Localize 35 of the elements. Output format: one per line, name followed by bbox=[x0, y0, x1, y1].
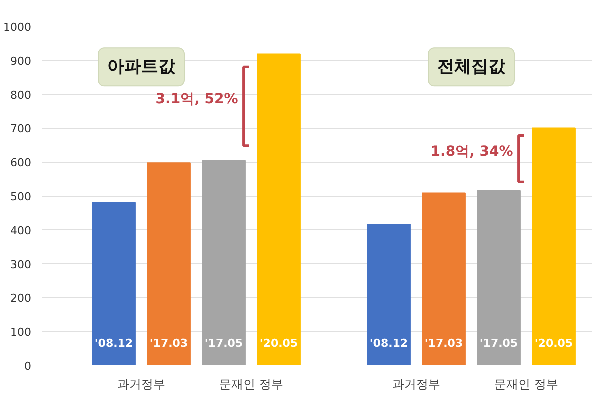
y-tick-label: 1000 bbox=[4, 21, 32, 34]
text: 과거정부 bbox=[118, 378, 166, 392]
y-tick-label: 800 bbox=[10, 88, 32, 102]
x-tick-label: '17.05 bbox=[480, 337, 518, 350]
y-tick-label: 300 bbox=[10, 258, 32, 272]
bar bbox=[257, 54, 301, 366]
text: 과거정부 bbox=[392, 378, 440, 392]
y-tick-label: 600 bbox=[10, 156, 32, 170]
bar bbox=[422, 192, 466, 366]
bar bbox=[532, 128, 576, 366]
bar bbox=[477, 190, 521, 366]
x-tick-label: '08.12 bbox=[94, 337, 134, 350]
bar bbox=[92, 202, 136, 366]
annotation: 1.8억, 34% bbox=[430, 144, 514, 160]
annotation: 아파트값 bbox=[108, 57, 176, 78]
y-tick-label: 200 bbox=[10, 292, 32, 306]
x-tick-label: '17.03 bbox=[150, 337, 188, 350]
y-tick-label: 700 bbox=[10, 122, 32, 136]
y-tick-label: 100 bbox=[10, 326, 32, 340]
text: 문재인 정부 bbox=[220, 378, 284, 392]
y-tick-label: 400 bbox=[10, 224, 32, 238]
x-tick-label: '20.05 bbox=[534, 337, 574, 350]
x-tick-label: '17.05 bbox=[204, 337, 244, 350]
text: 문재인 정부 bbox=[494, 378, 558, 392]
bar bbox=[202, 160, 246, 366]
x-tick-label: '20.05 bbox=[260, 337, 298, 350]
bar bbox=[147, 162, 191, 366]
x-tick-label: '08.12 bbox=[370, 337, 408, 350]
x-tick-label: '17.03 bbox=[424, 337, 464, 350]
y-tick-label: 900 bbox=[10, 54, 32, 68]
annotation: 3.1억, 52% bbox=[156, 92, 238, 108]
y-tick-label: 500 bbox=[10, 190, 32, 204]
bar bbox=[367, 224, 411, 366]
y-tick-label: 0 bbox=[24, 360, 32, 373]
annotation: 전체집값 bbox=[438, 57, 506, 78]
